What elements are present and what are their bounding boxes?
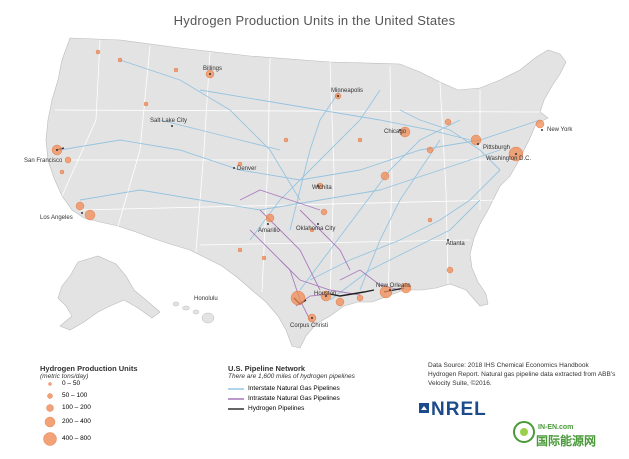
units-legend-title: Hydrogen Production Units — [40, 364, 138, 373]
city-label: Oklahoma City — [296, 226, 335, 232]
city-labels: Billings Minneapolis Salt Lake City San … — [24, 66, 573, 329]
units-legend-symbols — [43, 382, 57, 446]
contiguous-us-landmass — [45, 37, 567, 349]
city-label: Washington D.C. — [486, 156, 531, 162]
watermark-logo — [513, 421, 535, 443]
pipeline-legend-title: U.S. Pipeline Network — [228, 364, 306, 373]
pipeline-legend-item: Hydrogen Pipelines — [248, 405, 305, 412]
watermark-url: IN-EN.com — [538, 424, 574, 431]
data-source-note: Data Source: 2018 IHS Chemical Economics… — [428, 362, 616, 387]
pipeline-legend: U.S. Pipeline Network There are 1,600 mi… — [228, 364, 355, 380]
city-label: Amarillo — [258, 228, 280, 234]
pipeline-legend-swatches — [228, 388, 244, 410]
units-legend-item: 100 – 200 — [62, 404, 91, 411]
watermark-name: 国际能源网 — [536, 434, 597, 448]
city-label: Houston — [314, 291, 336, 297]
units-legend-item: 200 – 400 — [62, 418, 91, 425]
production-units — [51, 49, 545, 323]
units-legend-subtitle: (metric tons/day) — [40, 373, 89, 380]
city-label: Atlanta — [446, 241, 465, 247]
city-label: Wichita — [312, 185, 332, 191]
pipeline-legend-subtitle: There are 1,600 miles of hydrogen pipeli… — [228, 373, 355, 380]
hawaii-islands — [172, 301, 215, 324]
units-legend-item: 50 – 100 — [62, 392, 88, 399]
pipeline-legend-item: Intrastate Natural Gas Pipelines — [248, 395, 340, 402]
nrel-logo-text: NREL — [431, 399, 487, 420]
map-title: Hydrogen Production Units in the United … — [173, 13, 456, 28]
city-label: Corpus Christi — [290, 323, 328, 329]
intrastate-pipelines — [239, 189, 401, 321]
city-label: Billings — [203, 66, 222, 72]
units-legend-item: 0 – 50 — [62, 380, 81, 387]
city-label: New Orleans — [376, 283, 411, 289]
city-label: Honolulu — [194, 296, 218, 302]
interstate-pipelines — [59, 59, 541, 301]
city-label: Chicago — [384, 129, 407, 135]
city-label: San Francisco — [24, 158, 63, 164]
pipeline-legend-item: Interstate Natural Gas Pipelines — [248, 385, 340, 392]
state-borders — [50, 39, 541, 301]
city-label: New York — [547, 127, 573, 133]
units-legend: Hydrogen Production Units (metric tons/d… — [40, 364, 138, 380]
city-label: Denver — [237, 166, 256, 172]
alaska-landmass — [57, 255, 161, 331]
units-legend-item: 400 – 800 — [62, 435, 91, 442]
city-label: Los Angeles — [40, 215, 73, 221]
nrel-logo-mark — [419, 403, 429, 413]
city-label: Salt Lake City — [150, 118, 187, 124]
city-label: Minneapolis — [331, 88, 363, 94]
city-label: Pittsburgh — [483, 145, 510, 151]
